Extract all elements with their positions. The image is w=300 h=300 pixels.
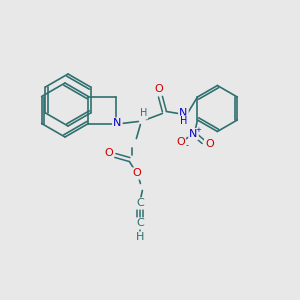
Text: H: H [136,232,145,242]
Text: O: O [205,139,214,149]
Text: O: O [154,85,163,94]
Text: +: + [196,127,201,133]
Text: -: - [186,142,189,151]
Text: N: N [113,118,122,128]
Text: H: H [180,116,187,127]
Text: C: C [136,199,144,208]
Text: O: O [104,148,113,158]
Text: N: N [189,129,198,139]
Text: O: O [132,169,141,178]
Text: C: C [136,218,144,229]
Text: O: O [176,137,185,147]
Text: N: N [179,109,188,118]
Text: H: H [140,109,147,118]
